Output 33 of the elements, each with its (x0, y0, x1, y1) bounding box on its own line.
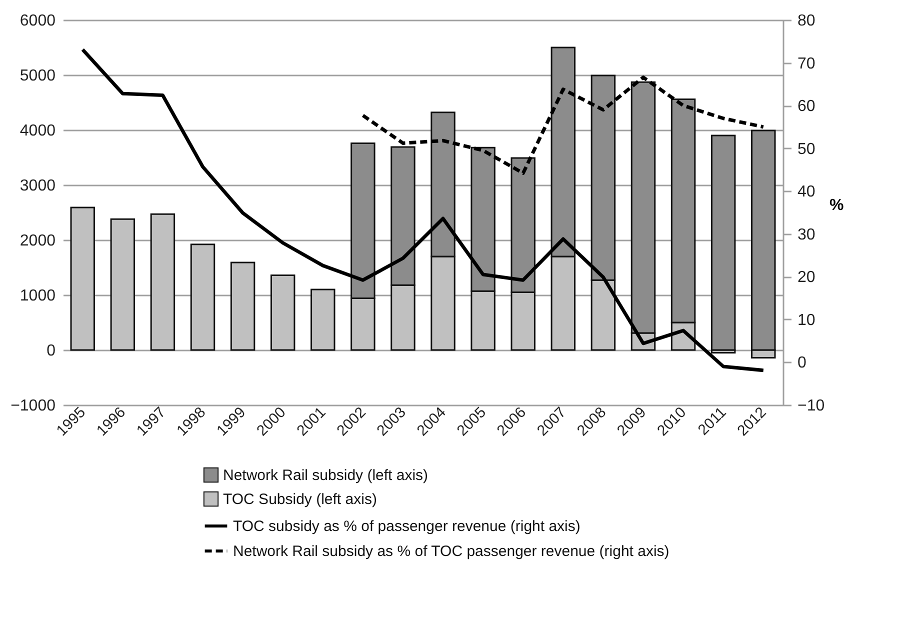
bar (190, 244, 216, 351)
legend-label: Network Rail subsidy as % of TOC passenger revenue (right axis) (233, 543, 670, 560)
y2-tick-label: 60 (798, 98, 816, 116)
y-tick-label: 3000 (20, 178, 56, 194)
bar (270, 274, 296, 351)
y2-tick-label: 40 (798, 184, 816, 201)
y2-tick-label: 50 (798, 140, 816, 158)
y-tick-label: 0 (46, 342, 56, 360)
y2-tick-label: 20 (798, 269, 816, 286)
y2-tick-label: 80 (798, 12, 816, 30)
y2-tick-label: −10 (798, 398, 825, 414)
y2-axis-title: % (830, 197, 844, 214)
y-tick-label: 1000 (20, 288, 56, 304)
y2-tick-label: 10 (798, 312, 816, 329)
y2-tick-label: 0 (798, 354, 806, 372)
y-tick-label: 4000 (20, 122, 56, 140)
line-series (361, 76, 766, 175)
bar (710, 134, 736, 351)
legend-label: TOC Subsidy (left axis) (223, 491, 377, 508)
bar (150, 213, 176, 351)
legend-label: TOC subsidy as % of passenger revenue (right axis) (233, 518, 580, 535)
bar (70, 206, 95, 351)
y2-tick-label: 70 (798, 55, 816, 72)
bar (110, 218, 136, 351)
line-series (80, 48, 766, 372)
bar (310, 288, 336, 351)
bar (230, 262, 256, 351)
y-tick-label: −1000 (10, 398, 56, 414)
y-tick-label: 5000 (20, 68, 56, 84)
y-tick-label: 6000 (20, 12, 56, 30)
y2-tick-label: 30 (798, 226, 816, 244)
y-tick-label: 2000 (20, 232, 56, 250)
legend-label: Network Rail subsidy (left axis) (223, 467, 428, 484)
